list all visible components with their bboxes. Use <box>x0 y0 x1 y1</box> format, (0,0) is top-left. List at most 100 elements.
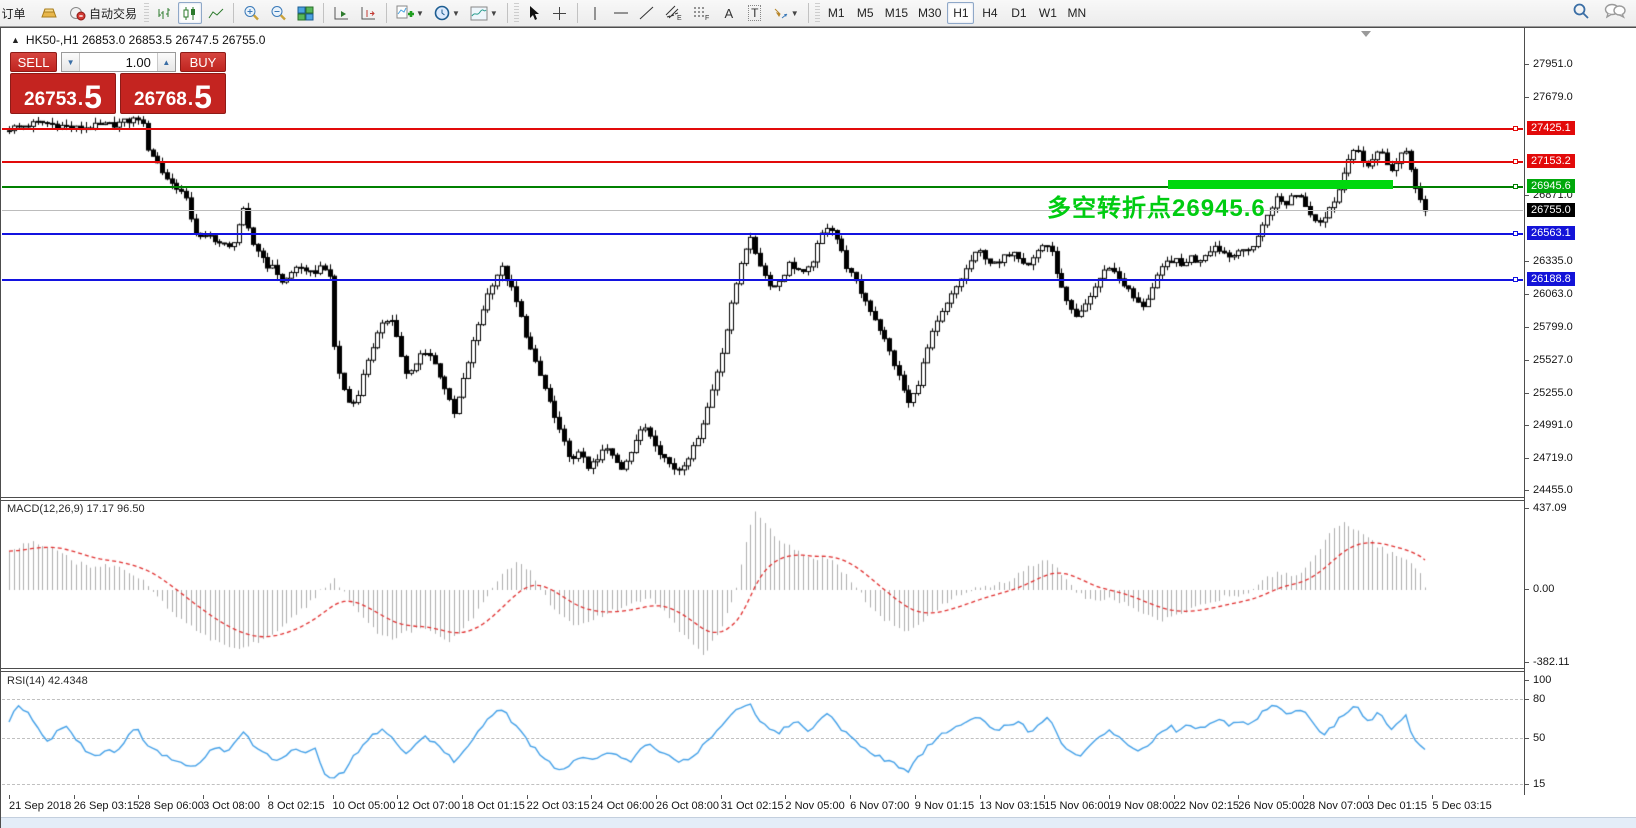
timeframe-m1[interactable]: M1 <box>827 6 845 20</box>
horizontal-line-tool[interactable] <box>609 2 633 24</box>
timeframe-mn[interactable]: MN <box>1067 6 1087 20</box>
price-line-label: 26945.6 <box>1527 179 1575 193</box>
date-label: 24 Oct 06:00 <box>591 800 655 812</box>
buy-price-int: 26768 <box>134 89 187 110</box>
templates-button[interactable]: ▼ <box>466 2 502 24</box>
candlestick-chart-icon <box>183 6 196 20</box>
auto-scroll-button[interactable] <box>329 2 354 24</box>
price-line-label: 27153.2 <box>1527 154 1575 168</box>
chart-shift-icon <box>361 6 376 19</box>
dropdown-arrow-icon: ▼ <box>790 8 799 18</box>
line-handle[interactable] <box>1513 277 1518 282</box>
pane-separator[interactable] <box>1 497 1524 501</box>
axis-tick <box>1525 738 1529 739</box>
date-tick <box>720 795 722 799</box>
date-tick <box>526 795 528 799</box>
line-handle[interactable] <box>1513 184 1518 189</box>
price-line-label: 27425.1 <box>1527 121 1575 135</box>
sell-button[interactable]: SELL <box>10 52 58 72</box>
new-order-button[interactable]: 订单 <box>1 2 35 24</box>
price-line-label: 26755.0 <box>1527 203 1575 217</box>
axis-value: 100 <box>1533 674 1552 686</box>
timeframe-d1[interactable]: D1 <box>1011 6 1027 20</box>
line-handle[interactable] <box>1513 126 1518 131</box>
price-line-label: 26188.8 <box>1527 272 1575 286</box>
date-label: 22 Oct 03:15 <box>526 800 590 812</box>
equidistant-channel-tool[interactable]: E <box>661 2 687 24</box>
bar-chart-button[interactable] <box>152 2 176 24</box>
horizontal-line-26945.6[interactable] <box>2 186 1523 188</box>
date-label: 12 Oct 07:00 <box>397 800 461 812</box>
collapse-arrow-icon[interactable]: ▲ <box>11 35 20 45</box>
chart-canvas[interactable] <box>1 29 1524 795</box>
rsi-label: RSI(14) 42.4348 <box>7 675 88 687</box>
timeframe-m5[interactable]: M5 <box>856 6 874 20</box>
horizontal-line-26563.1[interactable] <box>2 233 1523 235</box>
fibonacci-tool[interactable]: F <box>689 2 715 24</box>
line-handle[interactable] <box>1513 159 1518 164</box>
arrow-objects-tool[interactable]: ▼ <box>769 2 803 24</box>
sell-price-box[interactable]: 26753 . 5 <box>10 73 116 114</box>
vertical-line-tool[interactable] <box>583 2 607 24</box>
add-indicator-button[interactable]: ▼ <box>392 2 428 24</box>
volume-decrease-button[interactable]: ▼ <box>62 53 81 71</box>
pane-separator[interactable] <box>1 668 1524 672</box>
date-tick <box>1432 795 1434 799</box>
timeframe-m30[interactable]: M30 <box>918 6 942 20</box>
timeframe-w1[interactable]: W1 <box>1038 6 1057 20</box>
date-tick <box>73 795 75 799</box>
chart-title-text: HK50-,H1 26853.0 26853.5 26747.5 26755.0 <box>25 33 266 47</box>
axis-value: 26063.0 <box>1533 288 1573 300</box>
price-axis[interactable]: 27951.0 27679.0 26871.0 26335.0 26063.0 25799… <box>1524 28 1636 795</box>
periods-button[interactable]: ▼ <box>430 2 464 24</box>
chat-icon[interactable] <box>1604 3 1626 19</box>
date-tick <box>979 795 981 799</box>
pivot-zone-bar[interactable] <box>1168 180 1393 189</box>
axis-value: 0.00 <box>1533 583 1555 595</box>
sell-price-dot: . <box>77 89 84 110</box>
favorites-button[interactable] <box>37 2 63 24</box>
trendline-tool[interactable] <box>635 2 659 24</box>
buy-price-box[interactable]: 26768 . 5 <box>120 73 226 114</box>
zoom-out-button[interactable] <box>266 2 291 24</box>
macd-label: MACD(12,26,9) 17.17 96.50 <box>7 503 145 515</box>
buy-button[interactable]: BUY <box>179 52 226 72</box>
horizontal-line-27153.2[interactable] <box>2 161 1523 163</box>
axis-tick <box>1525 490 1529 491</box>
line-handle[interactable] <box>1513 231 1518 236</box>
timeframe-h4[interactable]: H4 <box>982 6 998 20</box>
date-axis[interactable]: 21 Sep 2018 26 Sep 03:15 28 Sep 06:00 3 Oct… <box>1 795 1636 817</box>
horizontal-line-26188.8[interactable] <box>2 279 1523 281</box>
chart-scroll-marker[interactable] <box>1361 31 1371 37</box>
horizontal-line-26755[interactable] <box>2 210 1523 211</box>
toolbar-separator <box>506 3 508 23</box>
sell-price-pips: 5 <box>84 79 102 115</box>
crosshair-tool-button[interactable] <box>548 2 572 24</box>
axis-value: 27679.0 <box>1533 91 1573 103</box>
pivot-annotation-text[interactable]: 多空转折点26945.6 <box>1047 195 1266 222</box>
autotrading-button[interactable]: 自动交易 <box>65 2 141 24</box>
text-tool[interactable]: A <box>717 2 741 24</box>
tile-windows-button[interactable] <box>293 2 318 24</box>
zoom-in-button[interactable] <box>239 2 264 24</box>
axis-tick <box>1525 458 1529 459</box>
horizontal-line-27425.1[interactable] <box>2 128 1523 130</box>
date-tick <box>1303 795 1304 799</box>
search-icon[interactable] <box>1572 2 1590 20</box>
crosshair-icon <box>553 6 567 20</box>
axis-value: 24719.0 <box>1533 452 1573 464</box>
date-tick <box>138 795 140 799</box>
line-chart-button[interactable] <box>204 2 228 24</box>
volume-input[interactable]: 1.00 <box>125 55 151 70</box>
toolbar-grip <box>814 3 820 23</box>
timeframe-h1[interactable]: H1 <box>947 2 975 24</box>
candlestick-chart-button[interactable] <box>178 2 203 24</box>
cursor-tool-button[interactable] <box>522 2 546 24</box>
axis-tick <box>1525 699 1529 700</box>
timeframe-m15[interactable]: M15 <box>884 6 909 20</box>
volume-increase-button[interactable]: ▲ <box>156 53 175 71</box>
price-line-label: 26563.1 <box>1527 226 1575 240</box>
chart-shift-button[interactable] <box>356 2 381 24</box>
text-label-tool[interactable]: T <box>743 2 767 24</box>
